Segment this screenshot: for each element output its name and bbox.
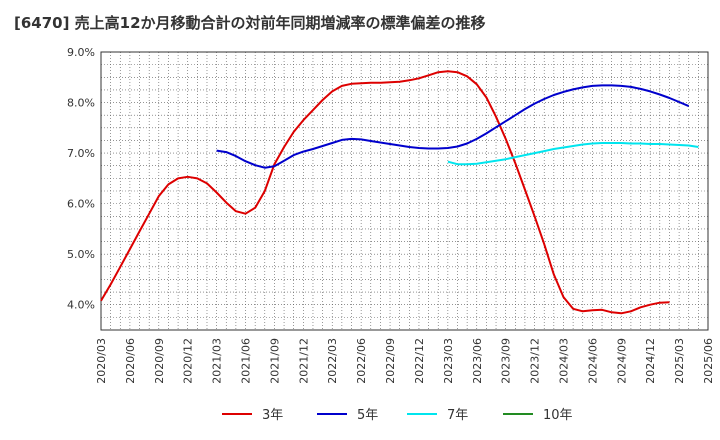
x-tick-label: 2022/12 [413, 338, 426, 384]
axes: 4.0% 5.0% 6.0% 7.0% 8.0% 9.0% 2020/03 2020/06 20… [67, 46, 715, 384]
x-tick-label: 2024/03 [557, 338, 570, 384]
x-tick-label: 2024/12 [644, 338, 657, 384]
x-tick-label: 2023/09 [500, 338, 513, 384]
y-tick-label: 5.0% [67, 248, 95, 261]
x-tick-label: 2020/09 [153, 338, 166, 384]
x-tick-label: 2021/06 [240, 338, 253, 384]
legend-label: 3年 [262, 408, 283, 423]
series-line-3年 [100, 70, 670, 315]
y-tick-label: 4.0% [67, 299, 95, 312]
plot-frame [100, 51, 709, 331]
x-tick-label: 2021/09 [268, 338, 281, 384]
x-tick-label: 2021/03 [211, 338, 224, 384]
legend-label: 7年 [447, 408, 468, 423]
series-lines [100, 70, 699, 315]
series-line-7年 [447, 142, 699, 166]
x-tick-label: 2025/06 [702, 338, 715, 384]
x-tick-label: 2025/03 [673, 338, 686, 384]
legend: 3年 5年 7年 10年 [222, 408, 573, 423]
x-tick-label: 2023/03 [442, 338, 455, 384]
series-line-5年 [216, 84, 690, 169]
x-tick-label: 2020/03 [95, 338, 108, 384]
legend-label: 10年 [543, 408, 573, 423]
x-tick-label: 2022/09 [384, 338, 397, 384]
y-tick-label: 8.0% [67, 97, 95, 110]
x-tick-label: 2020/12 [182, 338, 195, 384]
x-tick-label: 2023/12 [529, 338, 542, 384]
x-tick-label: 2024/06 [586, 338, 599, 384]
x-tick-label: 2023/06 [471, 338, 484, 384]
x-tick-label: 2022/03 [326, 338, 339, 384]
x-tick-label: 2024/09 [615, 338, 628, 384]
x-tick-label: 2021/12 [297, 338, 310, 384]
legend-label: 5年 [357, 408, 378, 423]
grid [101, 52, 708, 330]
x-tick-label: 2020/06 [124, 338, 137, 384]
y-tick-label: 9.0% [67, 46, 95, 59]
y-tick-label: 6.0% [67, 198, 95, 211]
y-tick-label: 7.0% [67, 147, 95, 160]
x-tick-label: 2022/06 [355, 338, 368, 384]
chart-title: [6470] 売上高12か月移動合計の対前年同期増減率の標準偏差の推移 [14, 14, 486, 32]
